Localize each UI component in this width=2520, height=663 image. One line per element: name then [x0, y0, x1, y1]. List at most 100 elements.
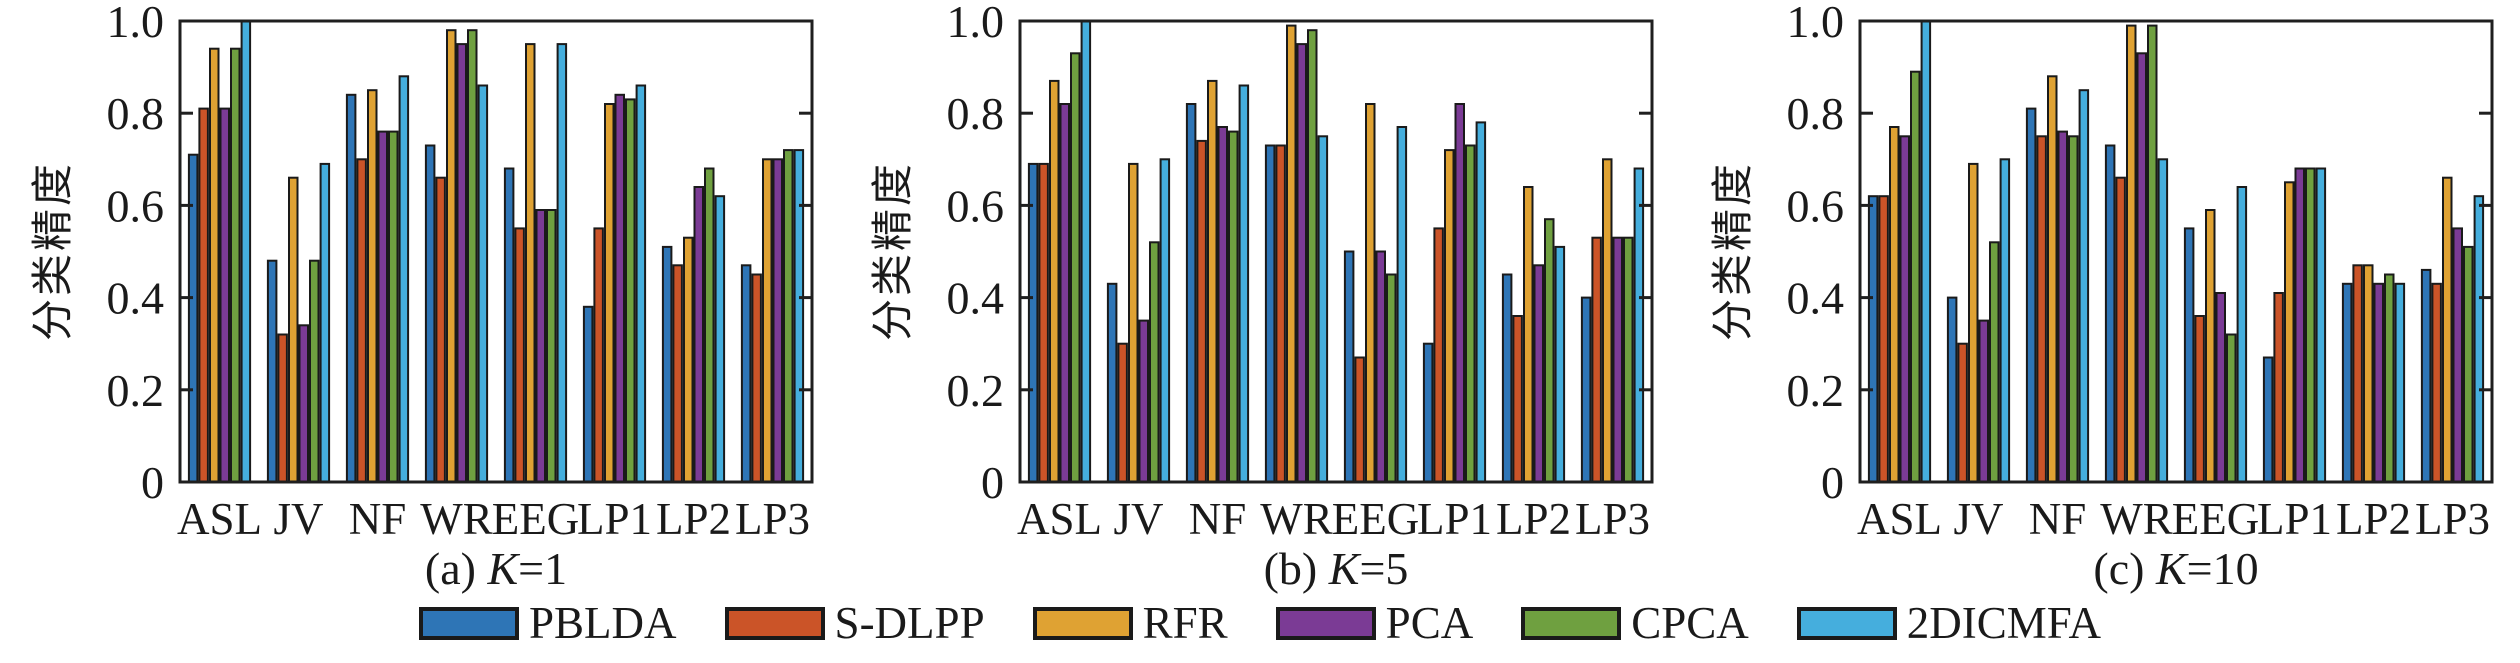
bar-PBLDA-EEG [1343, 250, 1355, 483]
bar-2DICMFA-ASL [1080, 20, 1092, 483]
bar-RFR-LP2 [1523, 186, 1534, 483]
legend-label: PBLDA [529, 598, 677, 648]
bar-CPCA-LP1 [625, 98, 636, 484]
bar-PBLDA-JV [266, 259, 278, 484]
bar-RFR-LP3 [2442, 176, 2453, 483]
bar-PCA-LP3 [2452, 227, 2463, 483]
axis-box [1018, 19, 1654, 484]
x-category-label: LP3 [735, 494, 810, 544]
bar-S-DLPP-JV [1117, 342, 1128, 484]
bar-S-DLPP-EEG [1354, 356, 1365, 483]
legend-swatch-CPCA [1521, 606, 1622, 640]
bar-RFR-JV [1128, 162, 1139, 483]
bar-CPCA-LP3 [1623, 236, 1634, 483]
bar-RFR-LP1 [1444, 149, 1455, 483]
legend-item-S-DLPP: S-DLPP [724, 597, 985, 649]
bar-S-DLPP-WR [1275, 144, 1286, 483]
bar-S-DLPP-LP1 [1433, 227, 1444, 483]
bar-PCA-EEG [535, 209, 546, 483]
legend-item-RFR: RFR [1032, 597, 1228, 649]
bar-PBLDA-JV [1946, 296, 1958, 483]
axis-box [1858, 19, 2494, 484]
caption-suffix: =1 [518, 543, 568, 594]
bar-PCA-EEG [1375, 250, 1386, 483]
caption-variable: K [487, 543, 519, 594]
bar-CPCA-WR [2147, 24, 2158, 483]
bar-PBLDA-LP1 [582, 305, 594, 483]
bar-2DICMFA-EEG [1396, 126, 1408, 483]
x-category-label: NF [2029, 494, 2087, 544]
y-tick-label: 0.2 [107, 365, 165, 416]
bar-PCA-LP2 [693, 186, 704, 483]
bar-PCA-ASL [1899, 135, 1910, 484]
bar-PCA-WR [456, 43, 467, 483]
caption-a: (a) K=1 [180, 542, 812, 595]
bar-2DICMFA-ASL [240, 20, 252, 483]
bar-RFR-NF [1207, 79, 1218, 484]
bar-PBLDA-NF [345, 93, 357, 484]
legend-item-2DICMFA: 2DICMFA [1796, 597, 2101, 649]
x-category-label: ASL [1857, 494, 1942, 544]
bar-RFR-NF [2047, 75, 2058, 484]
bar-S-DLPP-LP2 [2352, 264, 2363, 483]
bar-2DICMFA-LP2 [714, 195, 726, 483]
bar-CPCA-WR [1307, 29, 1318, 483]
bar-S-DLPP-ASL [1038, 162, 1049, 483]
bar-S-DLPP-LP1 [2273, 292, 2284, 483]
legend-label: S-DLPP [834, 598, 985, 648]
bar-RFR-EEG [2205, 209, 2216, 483]
bar-RFR-WR [2126, 24, 2137, 483]
chart-panel-b: 0 0.2 0.4 0.6 0.8 1.0 ASL JV NF WR EEG LP1 LP2 LP3 分类… [840, 0, 1680, 596]
bar-S-DLPP-JV [277, 333, 288, 483]
bar-PBLDA-WR [1264, 144, 1276, 483]
legend-item-PCA: PCA [1275, 597, 1473, 649]
x-category-label: EEG [2172, 494, 2259, 544]
bar-2DICMFA-NF [398, 75, 410, 484]
chart-panel-a: 0 0.2 0.4 0.6 0.8 1.0 ASL JV NF WR EEG LP1 LP2 LP3 分类… [0, 0, 840, 596]
bar-PCA-JV [298, 324, 309, 483]
x-category-label: WR [1260, 494, 1333, 544]
bar-CPCA-LP1 [2305, 167, 2316, 483]
bar-PCA-WR [2136, 52, 2147, 484]
bar-2DICMFA-LP2 [1554, 245, 1566, 483]
bar-RFR-LP3 [762, 158, 773, 484]
bar-2DICMFA-WR [2157, 158, 2169, 484]
bar-CPCA-NF [2068, 135, 2079, 484]
x-category-label: LP2 [1496, 494, 1571, 544]
bar-CPCA-JV [309, 259, 320, 484]
bar-S-DLPP-WR [435, 176, 446, 483]
y-tick-label: 0.8 [947, 88, 1005, 139]
bar-PBLDA-LP2 [1501, 273, 1513, 483]
chart-panel-c: 0 0.2 0.4 0.6 0.8 1.0 ASL JV NF WR EEG LP1 LP2 LP3 分类… [1680, 0, 2520, 596]
bar-CPCA-NF [1228, 130, 1239, 483]
bar-CPCA-LP2 [704, 167, 715, 483]
x-category-label: JV [1113, 494, 1163, 544]
bar-RFR-ASL [1049, 79, 1060, 484]
y-tick-label: 0 [141, 457, 164, 508]
bar-S-DLPP-ASL [1878, 195, 1889, 483]
bar-CPCA-LP2 [2384, 273, 2395, 483]
caption-prefix: (c) [2093, 543, 2156, 594]
y-tick-label: 0.6 [107, 180, 165, 231]
bar-CPCA-LP1 [1465, 144, 1476, 483]
bar-CPCA-EEG [1386, 273, 1397, 483]
bar-RFR-EEG [1365, 103, 1376, 483]
y-tick-label: 0.4 [107, 273, 165, 324]
bar-PCA-LP1 [614, 93, 625, 484]
x-category-label: WR [2100, 494, 2173, 544]
bar-2DICMFA-ASL [1920, 20, 1932, 483]
y-tick-label: 0.2 [947, 365, 1005, 416]
y-tick-label: 0.6 [1787, 180, 1845, 231]
bar-PCA-LP2 [2373, 282, 2384, 483]
bar-S-DLPP-LP2 [1512, 315, 1523, 483]
x-category-label: JV [1953, 494, 2003, 544]
bar-RFR-WR [446, 29, 457, 483]
bar-PBLDA-LP2 [2341, 282, 2353, 483]
bar-RFR-LP3 [1602, 158, 1613, 484]
y-tick-label: 1.0 [947, 0, 1005, 47]
bar-2DICMFA-NF [1238, 84, 1250, 483]
bar-2DICMFA-WR [477, 84, 489, 483]
